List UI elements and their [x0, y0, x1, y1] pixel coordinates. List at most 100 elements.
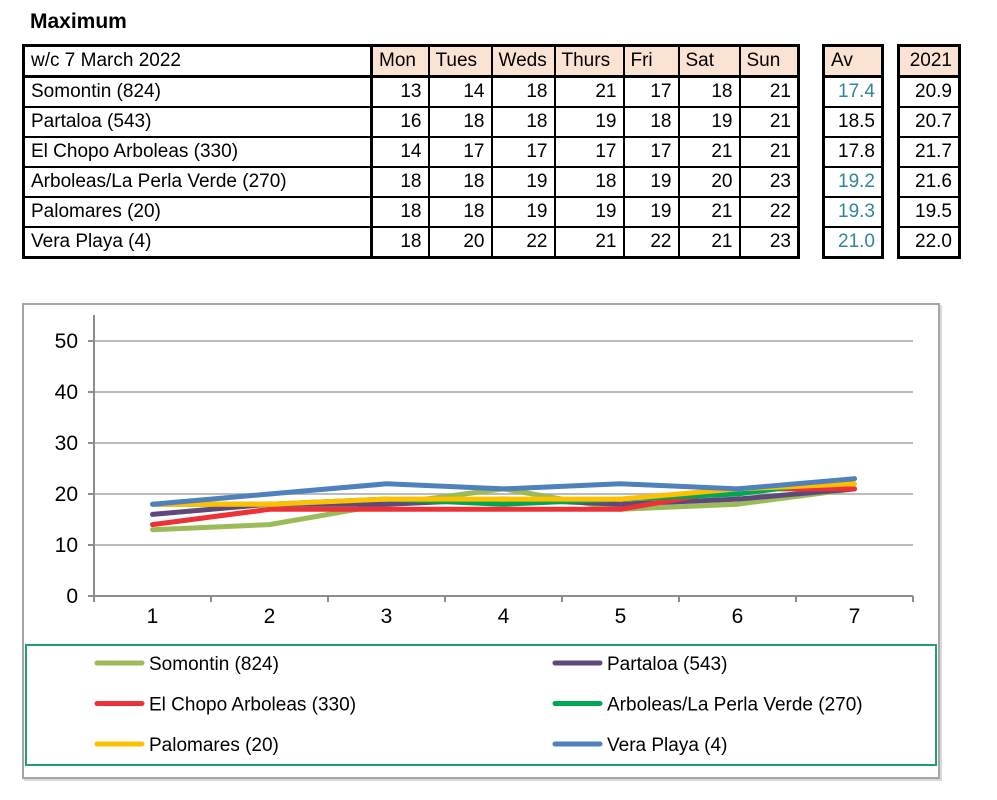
header-row: w/c 7 March 2022 Mon Tues Weds Thurs Fri Sat S… [22, 44, 800, 78]
legend-label: Partaloa (543) [607, 654, 727, 675]
y-axis-tick-label: 20 [55, 483, 78, 506]
day-value-cell: 21 [677, 196, 741, 228]
day-value-cell: 22 [490, 226, 556, 259]
day-value-cell: 18 [490, 106, 556, 138]
x-axis-tick-label: 6 [732, 605, 744, 628]
av-header-row: Av [822, 44, 884, 78]
day-value-cell: 19 [490, 166, 556, 198]
table-row: Partaloa (543) 16 18 18 19 18 19 21 [22, 106, 800, 138]
day-header-cell: Thurs [553, 44, 625, 78]
day-value-cell: 18 [427, 166, 493, 198]
day-value-cell: 18 [370, 226, 430, 259]
day-header-cell: Sat [677, 44, 741, 78]
year-header-row: 2021 [897, 44, 961, 78]
day-header-cell: Mon [370, 44, 430, 78]
year-table-row: 20.9 [897, 75, 961, 108]
day-value-cell: 18 [490, 75, 556, 108]
y-axis-tick-label: 10 [55, 534, 78, 557]
average-value-cell: 17.8 [822, 136, 884, 168]
average-value-cell: 18.5 [822, 106, 884, 138]
day-value-cell: 16 [370, 106, 430, 138]
average-value-cell: 21.0 [822, 226, 884, 259]
year-table-row: 19.5 [897, 196, 961, 228]
page-title: Maximum [30, 10, 127, 33]
day-value-cell: 21 [738, 75, 800, 108]
prev-year-value-cell: 20.9 [897, 75, 961, 108]
legend-label: Vera Playa (4) [607, 735, 727, 756]
location-label-cell: Vera Playa (4) [22, 226, 373, 259]
location-label-cell: Partaloa (543) [22, 106, 373, 138]
av-table-row: 17.4 [822, 75, 884, 108]
day-value-cell: 18 [427, 196, 493, 228]
day-value-cell: 21 [738, 106, 800, 138]
prev-year-value-cell: 19.5 [897, 196, 961, 228]
table-row: Somontin (824) 13 14 18 21 17 18 21 [22, 75, 800, 108]
av-table-row: 21.0 [822, 226, 884, 259]
av-table-row: 19.3 [822, 196, 884, 228]
av-table-row: 19.2 [822, 166, 884, 198]
x-axis-tick-label: 4 [498, 605, 510, 628]
day-value-cell: 17 [622, 136, 680, 168]
day-value-cell: 18 [553, 166, 625, 198]
av-table-row: 17.8 [822, 136, 884, 168]
day-value-cell: 23 [738, 166, 800, 198]
table-row: Arboleas/La Perla Verde (270) 18 18 19 18 19 2… [22, 166, 800, 198]
series-line-5 [150, 476, 857, 507]
day-value-cell: 22 [622, 226, 680, 259]
prev-year-value-cell: 21.7 [897, 136, 961, 168]
line-chart: 0 10 20 30 40 50 1 2 3 4 5 6 7 Somontin (824) Partaloa… [25, 315, 937, 766]
year-table-row: 21.7 [897, 136, 961, 168]
day-header-cell: Weds [490, 44, 556, 78]
year-header-cell: 2021 [897, 44, 961, 78]
day-value-cell: 13 [370, 75, 430, 108]
day-value-cell: 19 [490, 196, 556, 228]
day-value-cell: 18 [427, 106, 493, 138]
legend-label: El Chopo Arboleas (330) [149, 695, 356, 716]
day-value-cell: 14 [427, 75, 493, 108]
year-table-body: 20.9 20.7 21.7 21.6 19.5 22.0 [897, 75, 961, 259]
day-value-cell: 17 [490, 136, 556, 168]
average-table: Av 17.4 18.5 17.8 19.2 19.3 21.0 [822, 44, 884, 259]
day-value-cell: 21 [738, 136, 800, 168]
table-row: Vera Playa (4) 18 20 22 21 22 21 23 [22, 226, 800, 259]
day-header-cell: Fri [622, 44, 680, 78]
y-axis-tick-label: 50 [55, 330, 78, 353]
x-axis-tick-label: 3 [381, 605, 393, 628]
day-value-cell: 20 [427, 226, 493, 259]
day-value-cell: 14 [370, 136, 430, 168]
day-value-cell: 18 [370, 166, 430, 198]
legend-label: Palomares (20) [149, 735, 279, 756]
main-table: w/c 7 March 2022 Mon Tues Weds Thurs Fri Sat S… [22, 44, 800, 259]
table-row: El Chopo Arboleas (330) 14 17 17 17 17 21 21 [22, 136, 800, 168]
prev-year-value-cell: 20.7 [897, 106, 961, 138]
day-value-cell: 19 [553, 106, 625, 138]
day-value-cell: 21 [677, 226, 741, 259]
day-value-cell: 22 [738, 196, 800, 228]
location-label-cell: Palomares (20) [22, 196, 373, 228]
day-value-cell: 18 [622, 106, 680, 138]
legend-box [25, 644, 937, 766]
day-value-cell: 23 [738, 226, 800, 259]
day-value-cell: 18 [370, 196, 430, 228]
y-axis-tick-label: 40 [55, 381, 78, 404]
day-value-cell: 19 [677, 106, 741, 138]
average-value-cell: 19.3 [822, 196, 884, 228]
chart-container: 0 10 20 30 40 50 1 2 3 4 5 6 7 Somontin (824) Partaloa… [22, 303, 940, 779]
x-axis-tick-label: 1 [147, 605, 159, 628]
x-axis-tick-label: 5 [615, 605, 627, 628]
day-value-cell: 17 [427, 136, 493, 168]
year-table: 2021 20.9 20.7 21.7 21.6 19.5 22.0 [897, 44, 961, 259]
day-value-cell: 21 [553, 75, 625, 108]
day-value-cell: 19 [622, 166, 680, 198]
legend-label: Arboleas/La Perla Verde (270) [607, 695, 863, 716]
prev-year-value-cell: 21.6 [897, 166, 961, 198]
day-value-cell: 21 [553, 226, 625, 259]
av-table-body: 17.4 18.5 17.8 19.2 19.3 21.0 [822, 75, 884, 259]
year-table-row: 20.7 [897, 106, 961, 138]
average-value-cell: 17.4 [822, 75, 884, 108]
day-value-cell: 17 [622, 75, 680, 108]
location-label-cell: Somontin (824) [22, 75, 373, 108]
legend-label: Somontin (824) [149, 654, 279, 675]
year-table-row: 22.0 [897, 226, 961, 259]
prev-year-value-cell: 22.0 [897, 226, 961, 259]
